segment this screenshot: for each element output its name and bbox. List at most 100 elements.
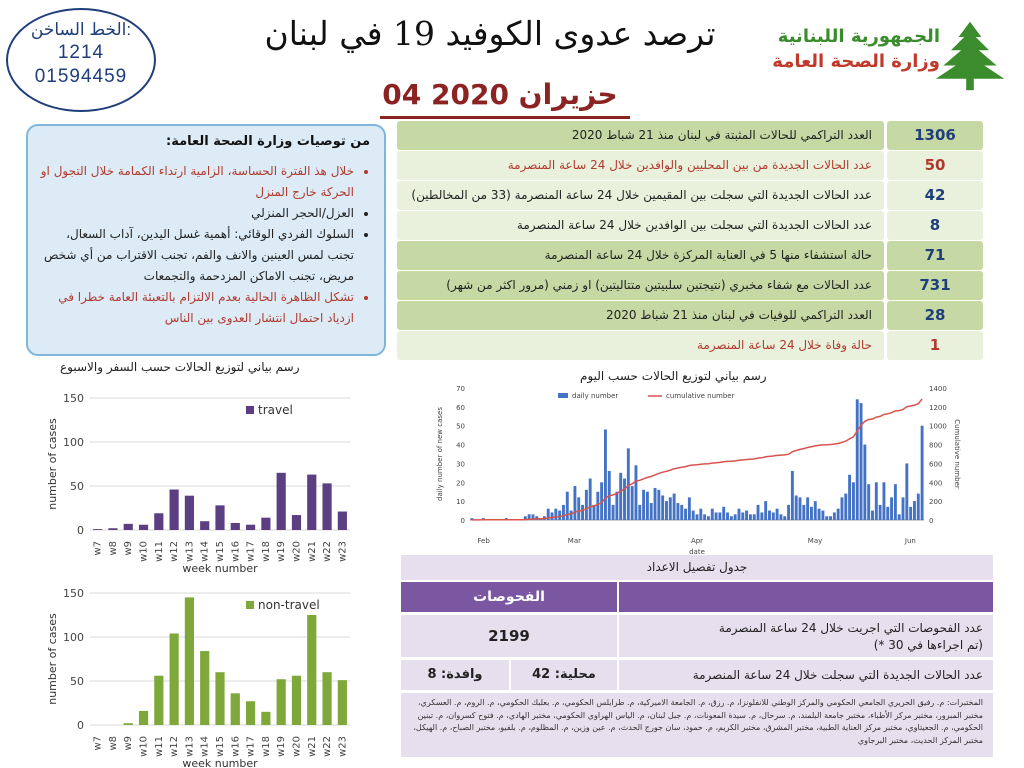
legend-label: non-travel (258, 598, 320, 612)
y-tick-label: 30 (456, 460, 465, 468)
month-label: May (808, 537, 822, 545)
daily-bar (905, 463, 909, 520)
y-tick-label: 50 (70, 480, 84, 493)
x-tick-label: w8 (108, 736, 119, 751)
tests-header-blank (619, 582, 993, 612)
daily-bar (802, 504, 806, 520)
tests-count-note: (تم اجراءها في 30 *) (873, 638, 983, 652)
stat-row: حالة وفاة خلال 24 ساعة المنصرمة 1 (397, 331, 983, 360)
bar (215, 505, 225, 530)
bar (200, 651, 210, 725)
x-tick-label: w17 (246, 541, 257, 562)
daily-bar (855, 399, 859, 520)
daily-bar (909, 506, 913, 520)
daily-bar (623, 478, 626, 520)
stat-value: 28 (887, 301, 983, 330)
daily-bar (676, 503, 680, 520)
daily-bar (668, 497, 672, 520)
tests-table-title: جدول تفصيل الاعداد (401, 555, 993, 580)
y-tick-label: 10 (456, 498, 465, 506)
daily-bar (901, 497, 905, 520)
daily-bar (577, 497, 581, 520)
daily-bar (851, 482, 855, 520)
y-tick-label: 100 (63, 631, 84, 644)
daily-bar (569, 510, 573, 520)
legend-swatch (246, 406, 254, 414)
daily-bar (687, 497, 691, 520)
recommendations-title: من توصيات وزارة الصحة العامة: (166, 134, 370, 149)
report-date: 04 حزيران 2020 (382, 78, 618, 111)
daily-bar (657, 489, 661, 520)
tests-count-text: عدد الفحوصات التي اجريت خلال 24 ساعة الم… (718, 621, 983, 635)
arrivals-count: وافدة: 8 (401, 660, 509, 690)
new-cases-label: عدد الحالات الجديدة التي سجلت خلال 24 سا… (619, 660, 993, 690)
daily-bar (783, 516, 787, 520)
month-label: Jun (904, 537, 916, 545)
stat-label: عدد الحالات الجديدة التي سجلت بين المقيم… (397, 181, 884, 210)
y-tick-label: 20 (456, 479, 465, 487)
recommendations-box: من توصيات وزارة الصحة العامة: خلال هذ ال… (26, 124, 386, 356)
y2-tick-label: 400 (929, 479, 942, 487)
tests-count: 2199 (401, 615, 617, 657)
legend-label: cumulative number (666, 392, 735, 400)
y-tick-label: 70 (456, 385, 465, 393)
daily-bar (893, 484, 897, 520)
daily-bar (737, 508, 741, 520)
daily-bar (626, 448, 630, 520)
daily-bar (584, 489, 588, 520)
x-tick-label: w22 (322, 541, 333, 562)
daily-bar (741, 512, 745, 520)
y-tick-label: 150 (63, 392, 84, 405)
stat-row: عدد الحالات الجديدة من بين المحليين والو… (397, 151, 983, 180)
recommendation-item: العزل/الحجر المنزلي (40, 203, 354, 224)
daily-bar (722, 506, 726, 520)
daily-bar (748, 514, 752, 520)
daily-bar (546, 508, 550, 520)
stat-row: عدد الحالات الجديدة التي سجلت بين المقيم… (397, 181, 983, 210)
bar (337, 680, 347, 725)
x-tick-label: w17 (246, 736, 257, 757)
daily-bar (775, 508, 779, 520)
daily-bar (764, 501, 768, 520)
bar (322, 672, 332, 725)
daily-bar (718, 512, 722, 520)
legend-swatch (558, 393, 568, 398)
stat-value: 71 (887, 241, 983, 270)
x-tick-label: w12 (169, 736, 180, 757)
daily-bar (810, 506, 813, 520)
daily-bar (848, 474, 852, 520)
stat-label: حالة وفاة خلال 24 ساعة المنصرمة (397, 331, 884, 360)
daily-bar (611, 504, 615, 520)
daily-bar (726, 512, 729, 520)
recommendation-item: خلال هذ الفترة الحساسة، الزامية ارتداء ا… (40, 161, 354, 203)
x-tick-label: w14 (200, 736, 211, 757)
stat-row: عدد الحالات مع شفاء مخبري (نتيجتين سلبيت… (397, 271, 983, 300)
daily-bar (920, 425, 924, 520)
y2-tick-label: 1000 (929, 423, 947, 431)
stat-label: حالة استشفاء منها 5 في العناية المركزة خ… (397, 241, 884, 270)
daily-bar (821, 510, 825, 520)
local-count: محلية: 42 (511, 660, 617, 690)
legend-label: daily number (572, 392, 618, 400)
daily-bar (638, 504, 642, 520)
bar (215, 672, 225, 725)
bar (123, 523, 133, 530)
y-tick-label: 100 (63, 436, 84, 449)
daily-bar (874, 482, 878, 520)
daily-bar (661, 495, 665, 520)
y2-axis-label: Cumulative number (953, 419, 961, 489)
tests-header: الفحوصات (401, 582, 617, 612)
bar (169, 489, 179, 530)
daily-bar (878, 504, 882, 520)
stat-value: 50 (887, 151, 983, 180)
daily-bar (634, 465, 638, 520)
daily-bar (550, 512, 554, 520)
bar (291, 515, 302, 530)
ministry-name: الجمهورية اللبنانية وزارة الصحة العامة (740, 26, 940, 72)
bar (322, 483, 332, 530)
stats-table: العدد التراكمي للحالات المثبتة في لبنان … (397, 121, 983, 361)
x-tick-label: w20 (291, 736, 302, 757)
daily-bar (844, 493, 848, 520)
daily-bar (817, 508, 821, 520)
bar (307, 474, 317, 530)
